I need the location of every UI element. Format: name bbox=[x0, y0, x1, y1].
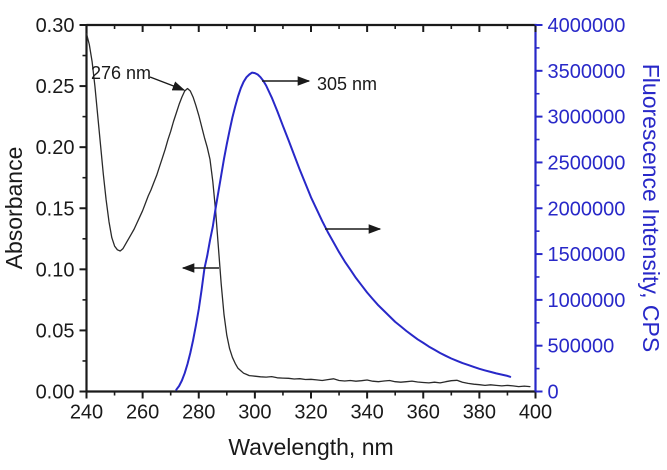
data-curves bbox=[85, 32, 531, 391]
right-tick-label: 2500000 bbox=[548, 152, 626, 174]
right-tick-label: 2000000 bbox=[548, 198, 626, 220]
x-tick-label: 380 bbox=[463, 402, 496, 424]
left-axis-title: Absorbance bbox=[1, 147, 27, 270]
x-tick-label: 340 bbox=[350, 402, 383, 424]
right-tick-label: 0 bbox=[548, 382, 559, 404]
annotations: 276 nm 305 nm bbox=[91, 63, 382, 273]
x-axis-title: Wavelength, nm bbox=[228, 434, 393, 460]
right-tick-label: 1000000 bbox=[548, 290, 626, 312]
right-tick-label: 1500000 bbox=[548, 244, 626, 266]
x-tick-label: 280 bbox=[182, 402, 215, 424]
left-tick-label: 0.10 bbox=[36, 259, 75, 281]
left-tick-label: 0.20 bbox=[36, 137, 75, 159]
x-tick-label: 400 bbox=[519, 402, 552, 424]
fluorescence-emission-curve bbox=[175, 71, 512, 391]
absorbance-spectrum-curve bbox=[85, 32, 531, 388]
left-tick-label: 0.25 bbox=[36, 76, 75, 98]
fl-peak-label: 305 nm bbox=[317, 74, 377, 94]
axis-tick-labels: 240 260 280 300 320 340 360 380 400 0.00 0.05 0.10 0… bbox=[36, 15, 626, 424]
abs-peak-label-arrow bbox=[149, 76, 186, 91]
x-tick-label: 240 bbox=[70, 402, 103, 424]
abs-peak-label: 276 nm bbox=[91, 63, 151, 83]
right-tick-label: 3500000 bbox=[548, 61, 626, 83]
left-tick-label: 0.30 bbox=[36, 15, 75, 37]
right-tick-label: 4000000 bbox=[548, 15, 626, 37]
right-axis-title: Fluorescence Intensity, CPS bbox=[638, 64, 664, 352]
x-tick-label: 260 bbox=[126, 402, 159, 424]
x-tick-label: 360 bbox=[407, 402, 440, 424]
right-tick-label: 500000 bbox=[548, 336, 615, 358]
axis-ticks bbox=[79, 24, 543, 399]
x-tick-label: 300 bbox=[238, 402, 271, 424]
left-tick-label: 0.15 bbox=[36, 198, 75, 220]
left-tick-label: 0.05 bbox=[36, 320, 75, 342]
axes-frame bbox=[85, 23, 537, 393]
right-tick-label: 3000000 bbox=[548, 107, 626, 129]
left-tick-label: 0.00 bbox=[36, 382, 75, 404]
x-tick-label: 320 bbox=[294, 402, 327, 424]
